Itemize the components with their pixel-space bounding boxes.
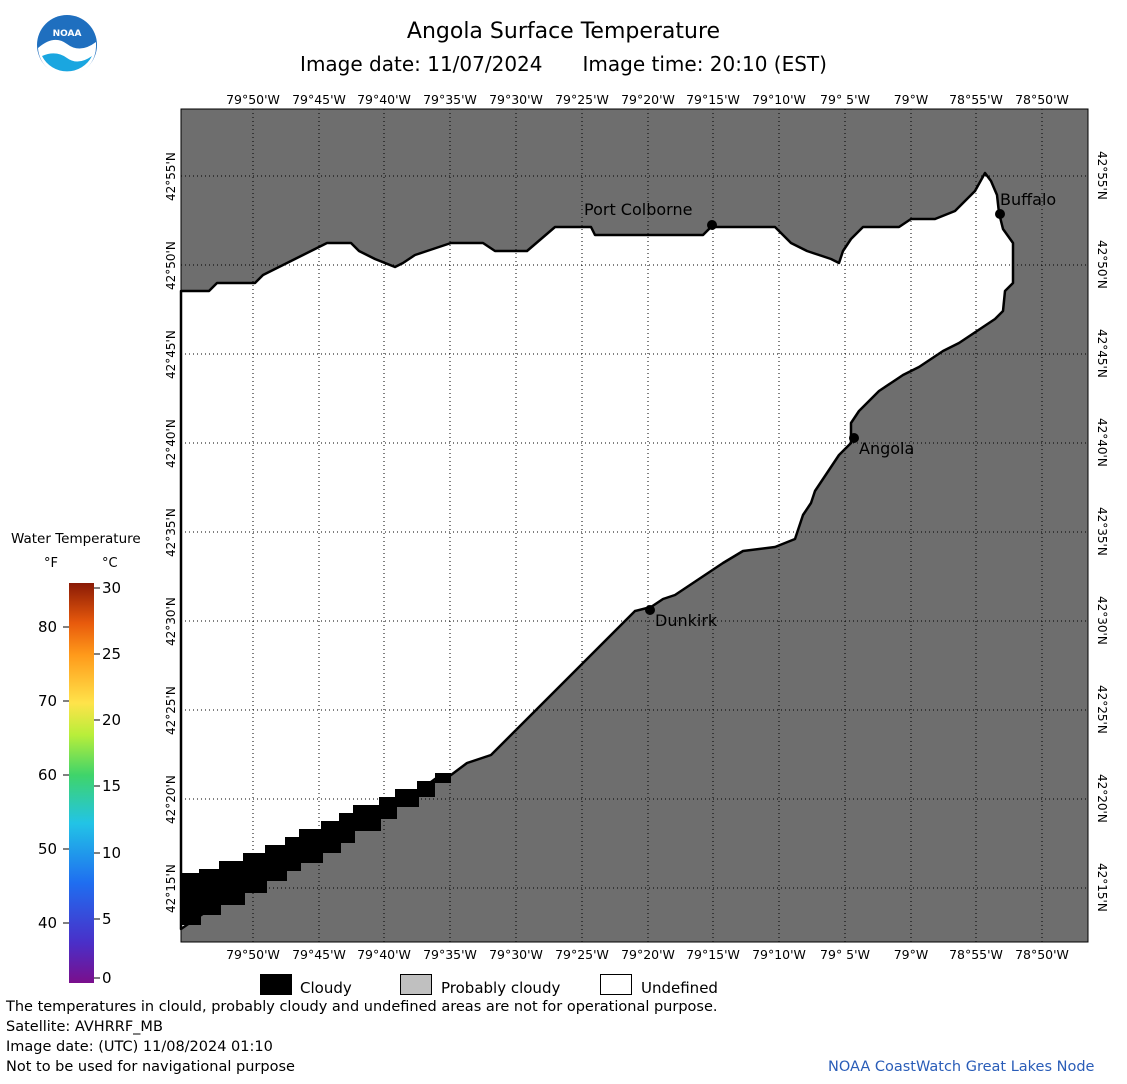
city-label-dunkirk: Dunkirk bbox=[655, 611, 718, 630]
colorbar-c-tick: 20 bbox=[102, 711, 122, 729]
city-marker-dunkirk bbox=[645, 605, 655, 615]
lon-label: 79°15'W bbox=[686, 947, 740, 962]
city-label-buffalo: Buffalo bbox=[1000, 190, 1057, 209]
graticule bbox=[181, 109, 1088, 942]
lon-label: 79°40'W bbox=[357, 92, 411, 107]
colorbar-c-tick: 25 bbox=[102, 645, 122, 663]
colorbar-ticks bbox=[63, 587, 100, 979]
colorbar-title: Water Temperature bbox=[11, 531, 141, 547]
lon-label: 79°W bbox=[893, 92, 929, 107]
lon-label: 79°10'W bbox=[752, 92, 806, 107]
colorbar-f-tick: 60 bbox=[38, 766, 58, 784]
lon-label: 79°50'W bbox=[226, 947, 280, 962]
lon-label: 79°25'W bbox=[555, 92, 609, 107]
legend-label-undefined: Undefined bbox=[641, 979, 718, 997]
lon-label: 79°30'W bbox=[489, 92, 543, 107]
colorbar-c-tick: 30 bbox=[102, 579, 122, 597]
legend-label-cloudy: Cloudy bbox=[300, 979, 352, 997]
lon-label: 79°25'W bbox=[555, 947, 609, 962]
city-marker-port-colborne bbox=[707, 220, 717, 230]
lon-label: 79°10'W bbox=[752, 947, 806, 962]
colorbar-f-tick: 50 bbox=[38, 840, 58, 858]
lon-label: 78°55'W bbox=[949, 947, 1003, 962]
colorbar-f-tick: 40 bbox=[38, 914, 58, 932]
utc-date-text: Image date: (UTC) 11/08/2024 01:10 bbox=[6, 1039, 273, 1055]
disclaimer-text: The temperatures in clould, probably clo… bbox=[6, 999, 718, 1015]
lon-label: 79°35'W bbox=[423, 92, 477, 107]
image-date-time: Image date: 11/07/2024 Image time: 20:10 … bbox=[0, 52, 1127, 76]
lon-label: 79°30'W bbox=[489, 947, 543, 962]
lon-label: 79° 5'W bbox=[820, 947, 870, 962]
colorbar-unit-c: °C bbox=[102, 556, 118, 571]
cloudy-area bbox=[181, 773, 451, 925]
navigation-warning-text: Not to be used for navigational purpose bbox=[6, 1059, 295, 1075]
city-label-port-colborne: Port Colborne bbox=[584, 200, 693, 219]
colorbar-f-tick: 80 bbox=[38, 618, 58, 636]
lon-label: 79°W bbox=[893, 947, 929, 962]
lon-label: 79°45'W bbox=[292, 947, 346, 962]
colorbar-c-tick: 15 bbox=[102, 777, 122, 795]
colorbar-c-tick: 10 bbox=[102, 844, 122, 862]
image-date: Image date: 11/07/2024 bbox=[300, 52, 543, 76]
image-time: Image time: 20:10 (EST) bbox=[582, 52, 827, 76]
map-title: Angola Surface Temperature bbox=[406, 19, 721, 44]
lake-undefined-area bbox=[179, 171, 1015, 931]
lon-label: 79°50'W bbox=[226, 92, 280, 107]
lon-label: 79°20'W bbox=[621, 947, 675, 962]
city-label-angola: Angola bbox=[859, 439, 915, 458]
colorbar-gradient bbox=[69, 583, 94, 983]
colorbar-c-tick: 0 bbox=[102, 969, 112, 987]
noaa-logo: NOAA bbox=[36, 14, 98, 76]
colorbar-f-tick: 70 bbox=[38, 692, 58, 710]
lon-label: 79°45'W bbox=[292, 92, 346, 107]
city-marker-buffalo bbox=[995, 209, 1005, 219]
lon-label: 79°35'W bbox=[423, 947, 477, 962]
lon-label: 78°55'W bbox=[949, 92, 1003, 107]
lon-label: 78°50'W bbox=[1015, 947, 1069, 962]
legend-swatch-undefined bbox=[600, 974, 632, 995]
satellite-text: Satellite: AVHRRF_MB bbox=[6, 1019, 163, 1035]
colorbar-c-tick: 5 bbox=[102, 910, 112, 928]
legend-swatch-probably-cloudy bbox=[400, 974, 432, 995]
map-frame bbox=[180, 108, 1089, 943]
lon-label: 78°50'W bbox=[1015, 92, 1069, 107]
lon-label: 79°40'W bbox=[357, 947, 411, 962]
city-marker-angola bbox=[849, 433, 859, 443]
lon-label: 79° 5'W bbox=[820, 92, 870, 107]
legend-label-probably-cloudy: Probably cloudy bbox=[441, 979, 561, 997]
noaa-logo-text: NOAA bbox=[53, 29, 82, 39]
lon-label: 79°15'W bbox=[686, 92, 740, 107]
colorbar-unit-f: °F bbox=[44, 556, 58, 571]
lon-label: 79°20'W bbox=[621, 92, 675, 107]
credit-link[interactable]: NOAA CoastWatch Great Lakes Node bbox=[828, 1059, 1095, 1075]
legend-swatch-cloudy bbox=[260, 974, 292, 995]
